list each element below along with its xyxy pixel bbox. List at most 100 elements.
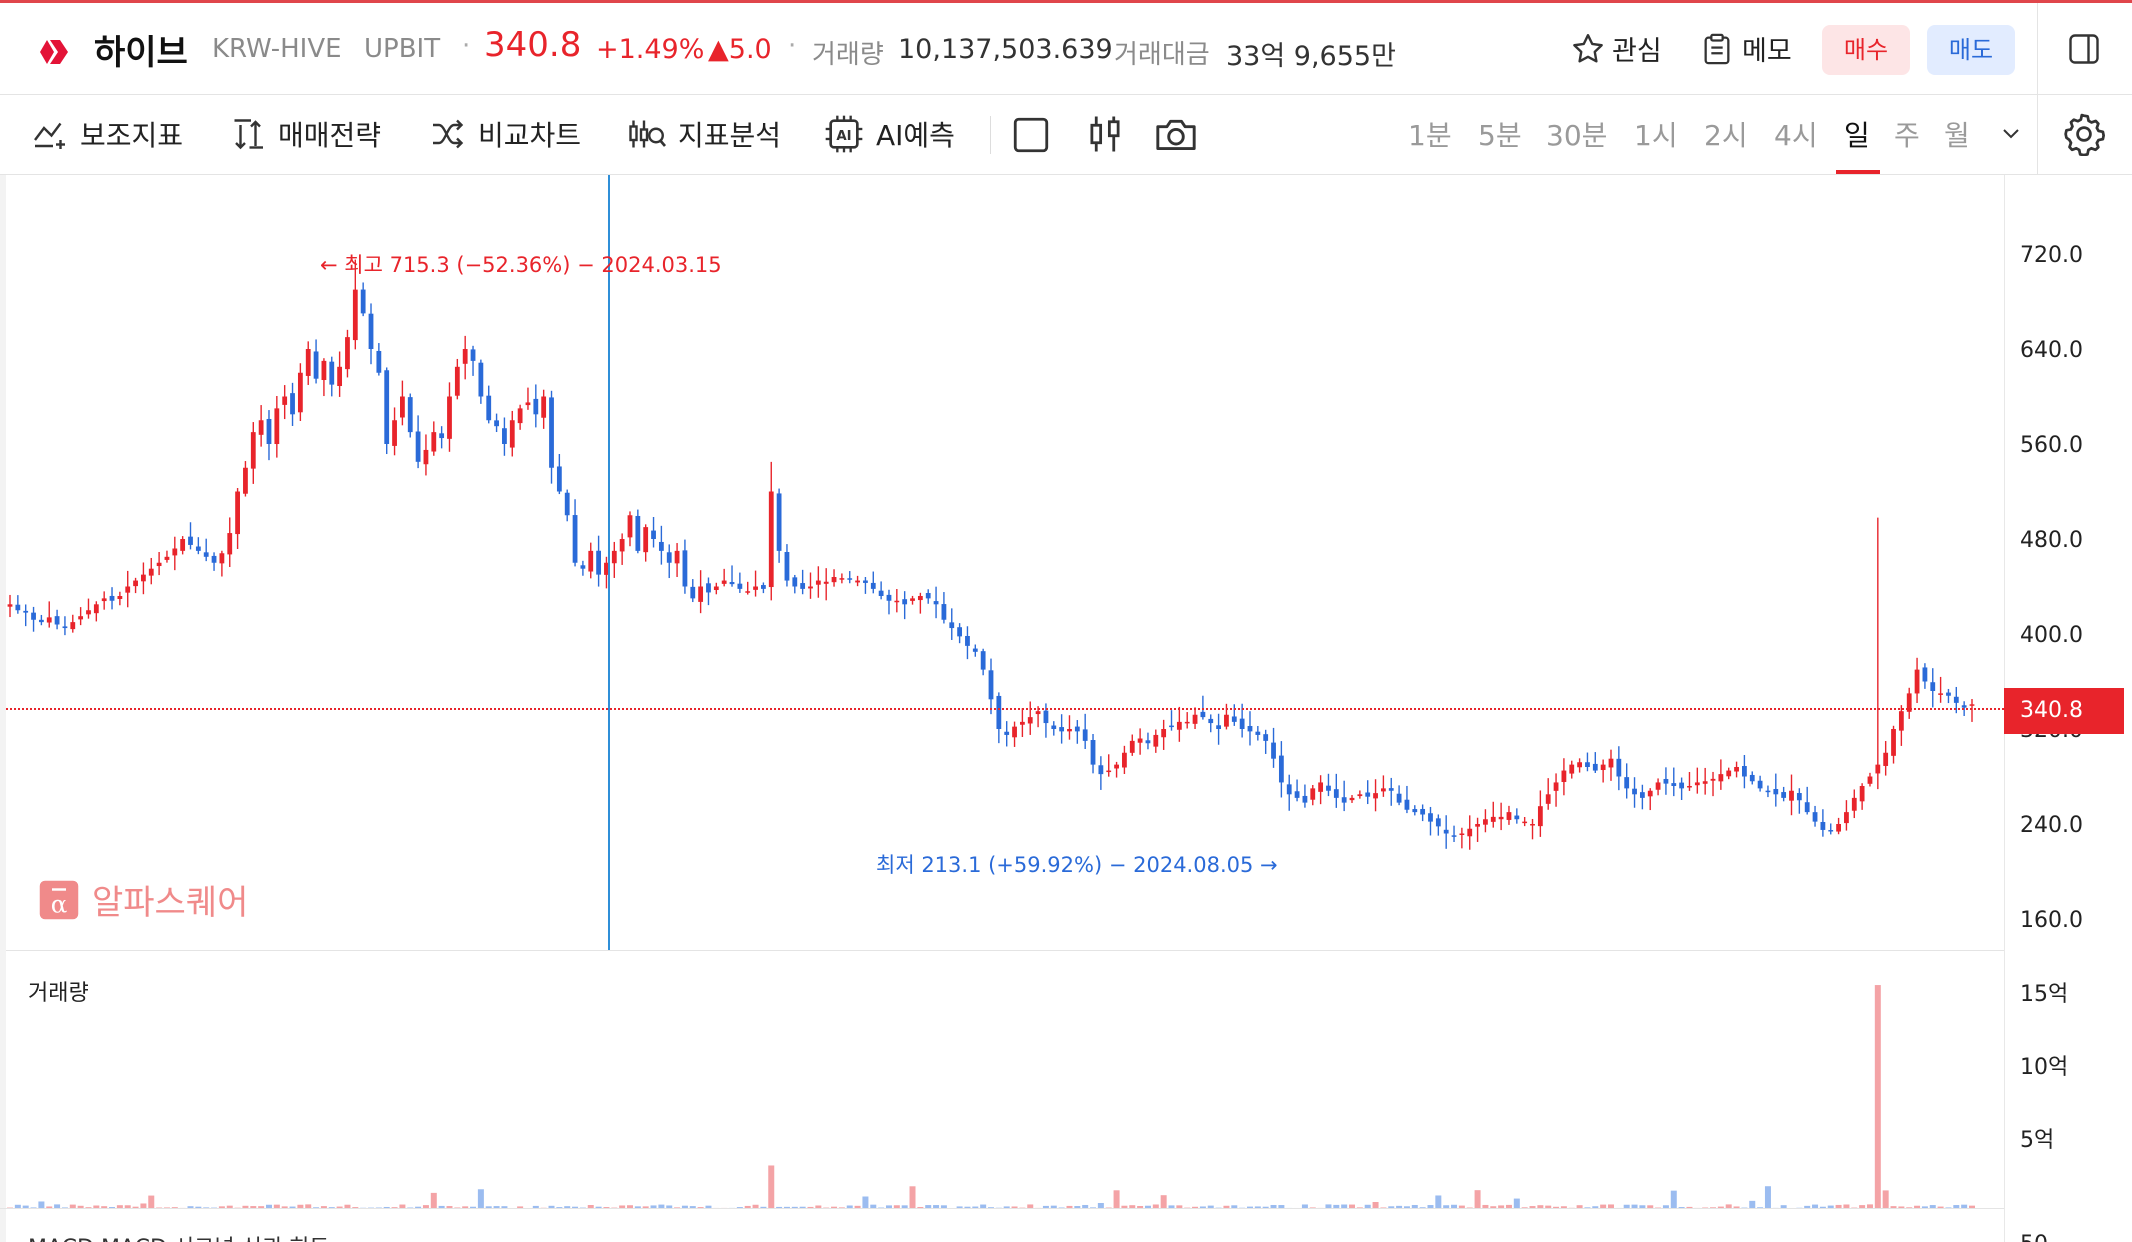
volume-bar [1961,1204,1968,1208]
candle-body [1090,740,1096,765]
candle-body [925,593,931,599]
period-1hour[interactable]: 1시 [1634,119,1678,152]
candle-body [509,420,515,448]
candle-body [1388,788,1394,791]
volume-bar [1427,1205,1434,1208]
gear-icon[interactable] [2062,112,2106,156]
memo-button[interactable]: 메모 [1700,29,1792,68]
volume-bar [697,1207,704,1208]
period-week[interactable]: 주 [1894,119,1920,152]
volume-bar [940,1205,947,1208]
volume-bar [1890,1206,1897,1208]
analysis-button[interactable]: 지표분석 [626,112,781,156]
period-5min[interactable]: 5분 [1478,119,1522,152]
candle-body [1239,718,1245,729]
volume-bar [1607,1204,1614,1208]
candle-body [423,449,429,465]
square-draw-icon[interactable] [1010,114,1052,156]
period-30min[interactable]: 30분 [1546,119,1608,152]
volume-bar [1647,1205,1654,1208]
volume-bar [1160,1195,1167,1208]
candle-body [1428,813,1433,822]
volume-bar [1121,1205,1128,1208]
volume-bar [1372,1201,1379,1208]
candle-body [31,612,36,620]
candle-body [761,585,766,589]
volume-bar [1482,1204,1489,1208]
buy-button[interactable]: 매수 [1822,25,1910,75]
candle-body [46,617,52,623]
candle-body [180,539,186,551]
volume-chart[interactable] [6,951,2004,1208]
panel-toggle-icon[interactable] [2066,31,2102,67]
amount-value: 33억 9,655만 [1226,41,1396,72]
candle-body [596,550,601,575]
candle-body [1875,764,1881,774]
volume-bar [846,1205,853,1208]
candle-body [541,396,547,418]
candle-body [1757,780,1763,789]
candle-body [674,550,680,564]
sell-button[interactable]: 매도 [1927,25,2015,75]
candle-body [352,289,358,341]
candle-body [949,622,955,629]
price-tick-240: 240.0 [2020,813,2083,838]
volume-value: 10,137,503.639 [898,34,1113,65]
period-day[interactable]: 일 [1844,119,1870,152]
volume-title: 거래량 [28,981,89,1006]
compare-button[interactable]: 비교차트 [428,112,581,156]
ticker-header: 하이브 KRW-HIVE UPBIT · 340.8 +1.49% ▲5.0 ·… [0,3,2132,95]
candle-body [400,396,405,418]
candle-body [1357,794,1363,797]
candle-body [604,562,609,575]
period-4hour[interactable]: 4시 [1774,119,1818,152]
volume-bar [1914,1205,1921,1208]
candle-body [305,349,311,376]
period-1min[interactable]: 1분 [1408,119,1452,152]
candle-body [894,600,900,603]
candle-body [1137,738,1143,743]
camera-icon[interactable] [1154,114,1198,154]
candle-body [1694,782,1700,786]
volume-bar [1859,1205,1866,1208]
candle-body [447,396,452,439]
volume-bar [46,1206,53,1208]
candle-body [1718,774,1724,782]
candle-body [525,402,531,406]
candle-type-icon[interactable] [1084,112,1126,156]
volume-bar [572,1206,579,1208]
strategy-button[interactable]: 매매전략 [228,112,381,156]
volume-bar [203,1207,210,1208]
period-month[interactable]: 월 [1944,119,1970,152]
price-chart[interactable] [6,175,2004,950]
candle-body [933,601,939,605]
candle-body [1286,784,1292,795]
candle-body [1953,696,1959,703]
candle-body [203,552,209,557]
separator-dot: · [788,31,797,61]
volume-bar [30,1207,37,1208]
volume-bar [140,1203,147,1208]
watch-button[interactable]: 관심 [1570,29,1662,68]
period-2hour[interactable]: 2시 [1704,119,1748,152]
volume-bar [917,1206,924,1208]
volume-bar [1074,1206,1081,1208]
volume-bar [1254,1206,1261,1208]
candle-body [478,362,484,397]
candle-body [1796,793,1802,801]
volume-bar [854,1205,861,1208]
candle-body [1632,788,1637,795]
candle-body [1231,716,1237,722]
chevron-down-icon[interactable] [1998,122,2024,146]
volume-bar [1757,1207,1764,1208]
volume-bar [838,1207,845,1208]
volume-bar [273,1204,280,1208]
candle-body [588,550,594,572]
candle-body [1098,765,1104,775]
volume-bar [1717,1206,1724,1208]
ai-predict-button[interactable]: AI AI예측 [822,112,955,156]
volume-bar [148,1195,155,1208]
candle-body [62,626,68,629]
volume-bar [69,1204,76,1208]
indicators-button[interactable]: 보조지표 [30,112,183,156]
